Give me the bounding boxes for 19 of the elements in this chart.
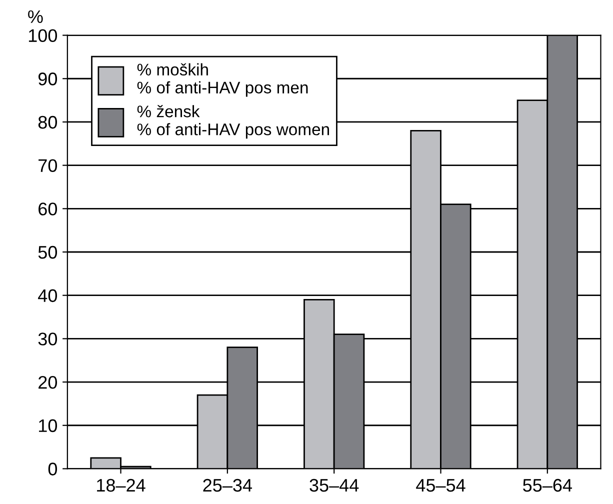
x-tick-label: 35–44	[310, 478, 359, 492]
y-tick-label: 0	[48, 462, 57, 476]
legend-label: % moških % of anti-HAV pos men	[137, 63, 308, 97]
y-tick-label: 10	[39, 419, 58, 432]
y-tick-label: 40	[38, 289, 58, 302]
x-tick-label: 45–54	[416, 479, 466, 492]
y-tick-label: 30	[38, 332, 58, 346]
y-tick-label: 20	[38, 376, 58, 389]
y-axis-title: %	[28, 10, 43, 23]
y-tick-label: 70	[38, 159, 58, 172]
x-tick-label: 18–24	[97, 478, 146, 492]
y-tick-label: 60	[38, 202, 58, 216]
y-tick-label: 80	[38, 116, 58, 129]
y-tick-label: 90	[38, 72, 58, 86]
y-tick-label: 50	[38, 246, 58, 259]
y-tick-label: 100	[28, 29, 58, 42]
x-tick-label: 25–34	[203, 478, 252, 492]
x-tick-label: 55–64	[523, 478, 572, 492]
legend-label: % žensk % of anti-HAV pos women	[137, 105, 329, 139]
